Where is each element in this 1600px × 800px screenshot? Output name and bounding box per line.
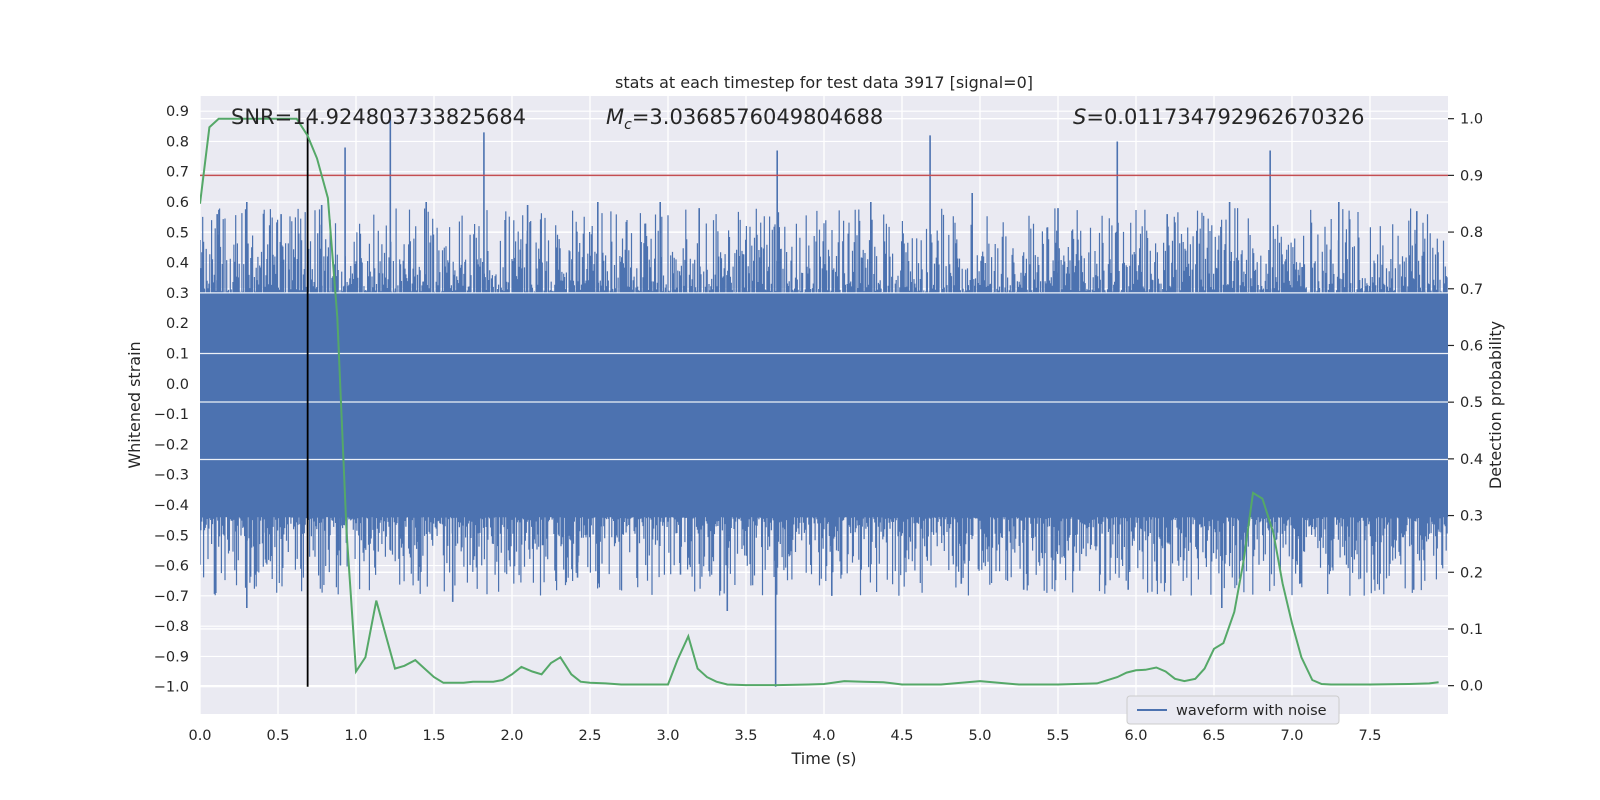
y-axis-ticks: 0.9 0.8 0.7 0.6 0.5 0.4 0.3 0.2 0.1 0.0 −0.1 −0.2 −0… xyxy=(154,104,189,696)
y-tick-label: 0.9 xyxy=(166,104,189,120)
y-tick-label: 0.7 xyxy=(166,165,189,181)
y-tick-label: −0.5 xyxy=(154,528,189,544)
x-axis-label: Time (s) xyxy=(790,749,856,768)
chirp-mass-subscript: c xyxy=(624,117,632,133)
y2-tick-label: 0.2 xyxy=(1460,565,1483,581)
x-tick-label: 0.5 xyxy=(266,728,289,744)
plot-area xyxy=(200,117,1448,687)
series-detection-probability xyxy=(200,117,1439,687)
score-symbol: S xyxy=(1073,105,1086,129)
x-axis-ticks: 0.0 0.5 1.0 1.5 2.0 2.5 3.0 3.5 4.0 4.5 5.0 5.5 6.0 6… xyxy=(188,728,1381,744)
series-waveform-with-noise xyxy=(200,117,1448,687)
y-tick-label: 0.6 xyxy=(166,195,189,211)
x-tick-label: 7.5 xyxy=(1358,728,1381,744)
x-tick-label: 1.5 xyxy=(422,728,445,744)
x-tick-label: 4.5 xyxy=(890,728,913,744)
x-tick-label: 3.0 xyxy=(656,728,679,744)
chirp-mass-symbol: M xyxy=(606,105,624,129)
x-tick-label: 4.0 xyxy=(812,728,835,744)
y-tick-label: −0.1 xyxy=(154,407,189,423)
y-tick-label: −0.6 xyxy=(154,559,189,575)
y-tick-label: 0.8 xyxy=(166,134,189,150)
y-tick-label: 0.3 xyxy=(166,286,189,302)
x-tick-label: 5.0 xyxy=(968,728,991,744)
y-tick-label: 0.5 xyxy=(166,225,189,241)
score-value: =0.011734792962670326 xyxy=(1086,105,1364,129)
y2-tick-label: 0.0 xyxy=(1460,679,1483,695)
y-tick-label: −0.7 xyxy=(154,589,189,605)
y-tick-label: 0.0 xyxy=(166,377,189,393)
chirp-mass-annotation: Mc=3.0368576049804688 xyxy=(606,105,883,133)
chirp-mass-value: =3.0368576049804688 xyxy=(632,105,883,129)
y-tick-label: −0.2 xyxy=(154,437,189,453)
x-tick-label: 2.0 xyxy=(500,728,523,744)
y2-tick-label: 0.5 xyxy=(1460,395,1483,411)
chart-title: stats at each timestep for test data 391… xyxy=(615,73,1033,92)
y-tick-label: 0.1 xyxy=(166,347,189,363)
y-axis-label: Whitened strain xyxy=(125,341,144,468)
x-tick-label: 0.0 xyxy=(188,728,211,744)
y2-tick-label: 0.6 xyxy=(1460,338,1483,354)
y-tick-label: −0.9 xyxy=(154,649,189,665)
y-tick-label: −0.3 xyxy=(154,468,189,484)
y-tick-label: −0.4 xyxy=(154,498,189,514)
y2-tick-label: 0.8 xyxy=(1460,225,1483,241)
y2-tick-label: 0.1 xyxy=(1460,622,1483,638)
y2-tick-label: 0.3 xyxy=(1460,509,1483,525)
legend-label-waveform: waveform with noise xyxy=(1176,703,1327,719)
x-tick-label: 3.5 xyxy=(734,728,757,744)
y2-tick-label: 0.9 xyxy=(1460,168,1483,184)
x-tick-label: 6.0 xyxy=(1124,728,1147,744)
x-tick-label: 5.5 xyxy=(1046,728,1069,744)
x-tick-label: 2.5 xyxy=(578,728,601,744)
x-tick-label: 7.0 xyxy=(1280,728,1303,744)
x-tick-label: 1.0 xyxy=(344,728,367,744)
score-annotation: S=0.011734792962670326 xyxy=(1073,105,1364,129)
y-tick-label: 0.4 xyxy=(166,256,189,272)
x-tick-label: 6.5 xyxy=(1202,728,1225,744)
y2-tick-label: 0.4 xyxy=(1460,452,1483,468)
y2-axis-label: Detection probability xyxy=(1486,321,1505,489)
legend: waveform with noise xyxy=(1126,695,1340,725)
y-tick-label: 0.2 xyxy=(166,316,189,332)
y2-tick-label: 0.7 xyxy=(1460,282,1483,298)
snr-annotation: SNR=14.924803733825684 xyxy=(231,105,526,129)
waveform-noise xyxy=(200,208,1448,596)
y2-tick-label: 1.0 xyxy=(1460,112,1483,128)
y-tick-label: −1.0 xyxy=(154,680,189,696)
legend-box xyxy=(1126,695,1340,725)
y-tick-label: −0.8 xyxy=(154,619,189,635)
y2-axis-ticks: 1.0 0.9 0.8 0.7 0.6 0.5 0.4 0.3 0.2 0.1 0.0 xyxy=(1448,112,1483,695)
